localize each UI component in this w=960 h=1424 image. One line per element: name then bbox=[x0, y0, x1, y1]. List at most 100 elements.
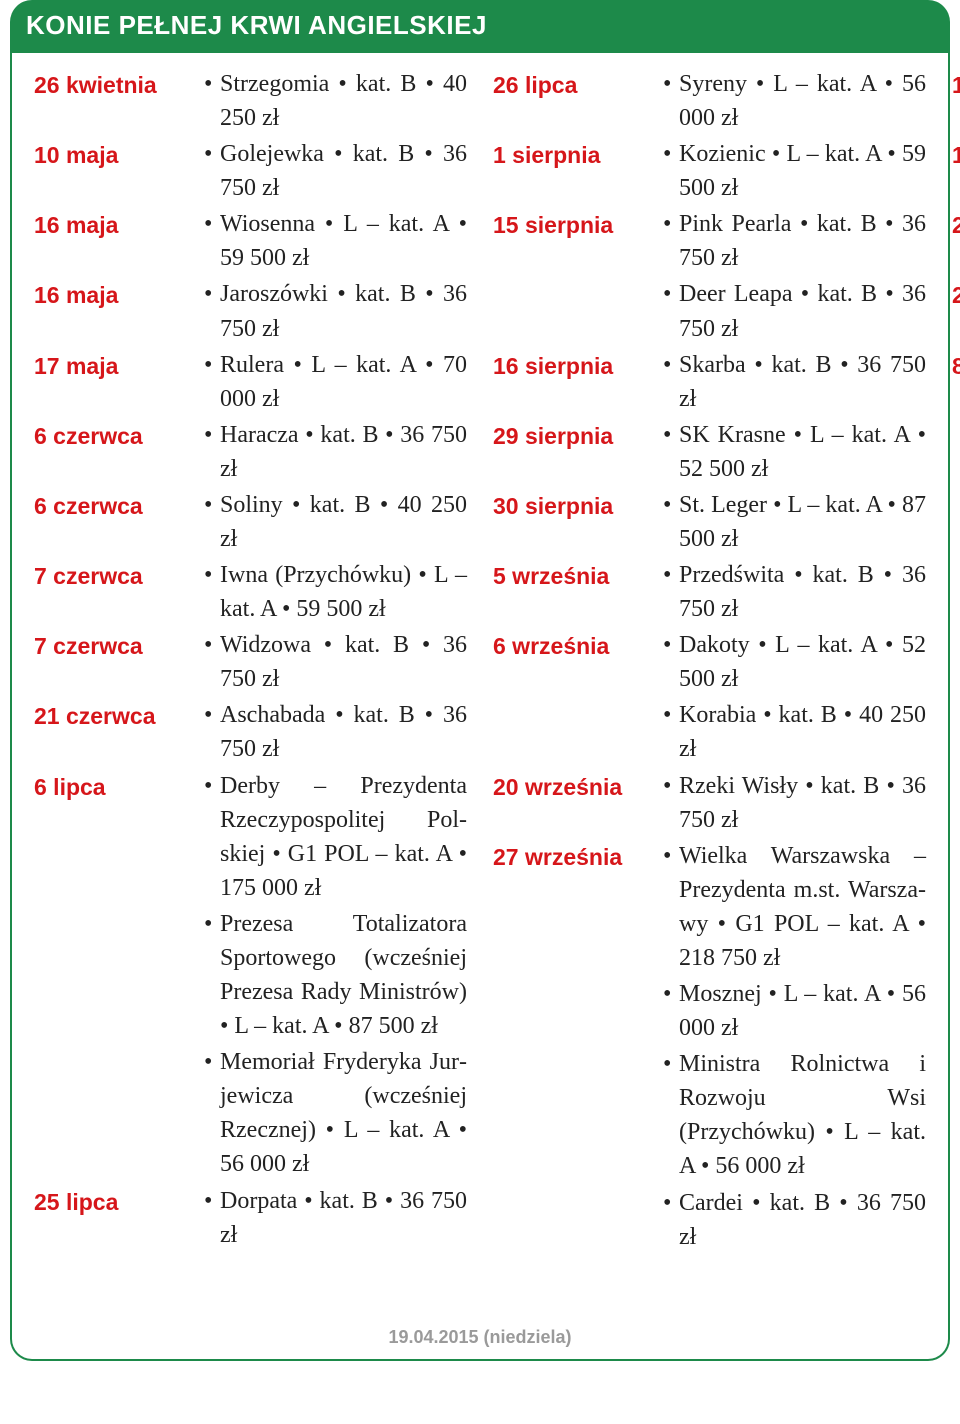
schedule-date: 8 listopada bbox=[952, 348, 960, 383]
schedule-date bbox=[493, 1047, 663, 1049]
schedule-desc: Aschabada • kat. B • 36 750 zł bbox=[204, 698, 467, 766]
schedule-desc: Dakoty • L – kat. A • 52 500 zł bbox=[663, 628, 926, 696]
schedule-row: 30 sierpniaSt. Leger • L – kat. A • 87 5… bbox=[493, 488, 926, 556]
schedule-desc: Syreny • L – kat. A • 56 000 zł bbox=[663, 67, 926, 135]
schedule-row: 25 lipcaDorpata • kat. B • 36 750 zł bbox=[34, 1184, 467, 1252]
schedule-desc: Golejewka • kat. B • 36 750 zł bbox=[204, 137, 467, 205]
schedule-date: 18 października bbox=[952, 137, 960, 172]
schedule-date: 16 maja bbox=[34, 277, 204, 312]
schedule-date: 26 lipca bbox=[493, 67, 663, 102]
schedule-desc: Cardei • kat. B • 36 750 zł bbox=[663, 1186, 926, 1254]
schedule-row: 6 czerwcaHaracza • kat. B • 36 750 zł bbox=[34, 418, 467, 486]
schedule-date: 25 lipca bbox=[34, 1184, 204, 1219]
schedule-date bbox=[493, 977, 663, 979]
schedule-row: 17 majaRulera • L – kat. A • 70 000 zł bbox=[34, 348, 467, 416]
schedule-date bbox=[34, 907, 204, 909]
schedule-date: 24 października bbox=[952, 207, 960, 242]
schedule-row: Deer Leapa • kat. B • 36 750 zł bbox=[493, 277, 926, 345]
schedule-row: 29 sierpniaSK Krasne • L – kat. A • 52 5… bbox=[493, 418, 926, 486]
schedule-date: 10 maja bbox=[34, 137, 204, 172]
schedule-date bbox=[493, 698, 663, 700]
schedule-date: 16 sierpnia bbox=[493, 348, 663, 383]
schedule-row: 26 kwietniaStrzegomia • kat. B • 40 250 … bbox=[34, 67, 467, 135]
schedule-row: 7 czerwcaIwna (Przychówku) • L – kat. A … bbox=[34, 558, 467, 626]
schedule-desc: Deer Leapa • kat. B • 36 750 zł bbox=[663, 277, 926, 345]
content-frame: 26 kwietniaStrzegomia • kat. B • 40 250 … bbox=[10, 53, 950, 1361]
page: KONIE PEŁNEJ KRWI ANGIELSKIEJ 26 kwietni… bbox=[0, 0, 960, 1424]
schedule-desc: St. Leger • L – kat. A • 87 500 zł bbox=[663, 488, 926, 556]
schedule-desc: Mosznej • L – kat. A • 56 000 zł bbox=[663, 977, 926, 1045]
schedule-desc: Memoriał Fryderyka Jur­jewicza (wcześnie… bbox=[204, 1045, 467, 1181]
schedule-date: 6 września bbox=[493, 628, 663, 663]
schedule-date: 7 czerwca bbox=[34, 558, 204, 593]
schedule-date: 16 maja bbox=[34, 207, 204, 242]
schedule-row: 1 sierpniaKozienic • L – kat. A • 59 500… bbox=[493, 137, 926, 205]
schedule-row: Mosznej • L – kat. A • 56 000 zł bbox=[493, 977, 926, 1045]
section-header: KONIE PEŁNEJ KRWI ANGIELSKIEJ bbox=[10, 0, 950, 53]
schedule-date: 17 października bbox=[952, 67, 960, 102]
schedule-desc: Kozienic • L – kat. A • 59 500 zł bbox=[663, 137, 926, 205]
schedule-desc: SK Krasne • L – kat. A • 52 500 zł bbox=[663, 418, 926, 486]
schedule-desc: Widzowa • kat. B • 36 750 zł bbox=[204, 628, 467, 696]
schedule-row: 10 majaGolejewka • kat. B • 36 750 zł bbox=[34, 137, 467, 205]
schedule-row: Prezesa Totalizatora Sportowego (wcześni… bbox=[34, 907, 467, 1043]
schedule-row: 16 sierpniaSkarba • kat. B • 36 750 zł bbox=[493, 348, 926, 416]
schedule-desc: Przedświta • kat. B • 36 750 zł bbox=[663, 558, 926, 626]
schedule-desc: Korabia • kat. B • 40 250 zł bbox=[663, 698, 926, 766]
schedule-date: 1 sierpnia bbox=[493, 137, 663, 172]
schedule-date: 26 kwietnia bbox=[34, 67, 204, 102]
schedule-desc: Pink Pearla • kat. B • 36 750 zł bbox=[663, 207, 926, 275]
schedule-row: 16 majaWiosenna • L – kat. A • 59 500 zł bbox=[34, 207, 467, 275]
footer-date: 19.04.2015 (niedziela) bbox=[12, 1325, 948, 1351]
schedule-row: Korabia • kat. B • 40 250 zł bbox=[493, 698, 926, 766]
schedule-desc: Dorpata • kat. B • 36 750 zł bbox=[204, 1184, 467, 1252]
schedule-date bbox=[493, 1186, 663, 1188]
schedule-date: 15 sierpnia bbox=[493, 207, 663, 242]
schedule-date bbox=[493, 277, 663, 279]
schedule-desc: Rzeki Wisły • kat. B • 36 750 zł bbox=[663, 769, 926, 837]
schedule-row: 17 październikaEfforty • L – kat. A • 56… bbox=[952, 67, 960, 135]
schedule-row: 7 czerwcaWidzowa • kat. B • 36 750 zł bbox=[34, 628, 467, 696]
schedule-row: 25 październikaCriterium • L – kat. A • … bbox=[952, 277, 960, 345]
schedule-desc: Jaroszówki • kat. B • 36 750 zł bbox=[204, 277, 467, 345]
schedule-date: 6 czerwca bbox=[34, 488, 204, 523]
schedule-date: 17 maja bbox=[34, 348, 204, 383]
schedule-date: 20 września bbox=[493, 769, 663, 804]
schedule-row: 5 wrześniaPrzedświta • kat. B • 36 750 z… bbox=[493, 558, 926, 626]
schedule-date: 29 sierpnia bbox=[493, 418, 663, 453]
schedule-date bbox=[34, 1045, 204, 1047]
schedule-row: 15 sierpniaPink Pearla • kat. B • 36 750… bbox=[493, 207, 926, 275]
schedule-date: 5 września bbox=[493, 558, 663, 593]
schedule-date: 7 czerwca bbox=[34, 628, 204, 663]
schedule-date: 25 października bbox=[952, 277, 960, 312]
schedule-desc: Soliny • kat. B • 40 250 zł bbox=[204, 488, 467, 556]
schedule-desc: Strzegomia • kat. B • 40 250 zł bbox=[204, 67, 467, 135]
schedule-date: 21 czerwca bbox=[34, 698, 204, 733]
schedule-columns: 26 kwietniaStrzegomia • kat. B • 40 250 … bbox=[34, 67, 926, 1317]
schedule-row: Cardei • kat. B • 36 750 zł bbox=[493, 1186, 926, 1254]
schedule-row: 6 wrześniaDakoty • L – kat. A • 52 500 z… bbox=[493, 628, 926, 696]
schedule-desc: Haracza • kat. B • 36 750 zł bbox=[204, 418, 467, 486]
schedule-row: 6 czerwcaSoliny • kat. B • 40 250 zł bbox=[34, 488, 467, 556]
schedule-row: 20 wrześniaRzeki Wisły • kat. B • 36 750… bbox=[493, 769, 926, 837]
schedule-row: 27 wrześniaWielka Warszawska – Prezydent… bbox=[493, 839, 926, 975]
schedule-desc: Derby – Prezydenta Rzeczypospolitej Pol­… bbox=[204, 769, 467, 905]
schedule-row: Ministra Rolnictwa i Roz­woju Wsi (Przyc… bbox=[493, 1047, 926, 1183]
schedule-row: 6 lipcaDerby – Prezydenta Rzeczypospolit… bbox=[34, 769, 467, 905]
schedule-desc: Wiosenna • L – kat. A • 59 500 zł bbox=[204, 207, 467, 275]
schedule-desc: Ministra Rolnictwa i Roz­woju Wsi (Przyc… bbox=[663, 1047, 926, 1183]
schedule-row: 21 czerwcaAschabada • kat. B • 36 750 zł bbox=[34, 698, 467, 766]
schedule-row: 26 lipcaSyreny • L – kat. A • 56 000 zł bbox=[493, 67, 926, 135]
schedule-row: Memoriał Fryderyka Jur­jewicza (wcześnie… bbox=[34, 1045, 467, 1181]
schedule-desc: Wielka Warszawska – Prezydenta m.st. War… bbox=[663, 839, 926, 975]
schedule-row: 18 październikaMokotowska • L – kat. A •… bbox=[952, 137, 960, 205]
schedule-date: 6 czerwca bbox=[34, 418, 204, 453]
schedule-date: 6 lipca bbox=[34, 769, 204, 804]
schedule-desc: Skarba • kat. B • 36 750 zł bbox=[663, 348, 926, 416]
schedule-date: 27 września bbox=[493, 839, 663, 874]
schedule-row: 8 listopadaNemana • kat. B • 36 750 zł bbox=[952, 348, 960, 416]
schedule-desc: Iwna (Przychówku) • L – kat. A • 59 500 … bbox=[204, 558, 467, 626]
schedule-row: 16 majaJaroszówki • kat. B • 36 750 zł bbox=[34, 277, 467, 345]
schedule-desc: Rulera • L – kat. A • 70 000 zł bbox=[204, 348, 467, 416]
schedule-desc: Prezesa Totalizatora Sportowego (wcześni… bbox=[204, 907, 467, 1043]
